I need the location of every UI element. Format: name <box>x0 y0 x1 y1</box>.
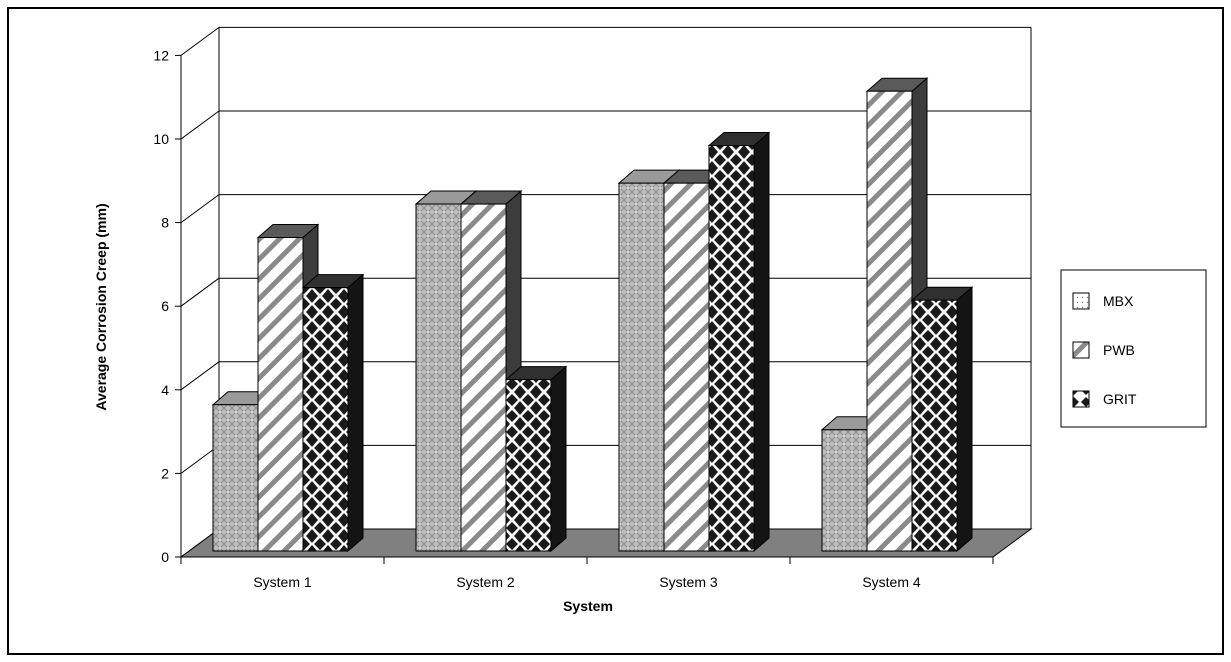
y-tick-label: 8 <box>161 215 169 231</box>
x-tick-label: System 3 <box>659 574 718 590</box>
x-tick-label: System 4 <box>862 574 921 590</box>
y-tick-label: 2 <box>161 465 169 481</box>
gridline-depth <box>180 361 220 391</box>
bar-side <box>753 131 770 553</box>
bar-face <box>460 203 507 552</box>
bar-face <box>257 237 304 552</box>
legend-swatch-grit <box>1072 390 1090 408</box>
bar-face <box>415 203 462 552</box>
legend-label-pwb: PWB <box>1103 342 1135 358</box>
gridline-depth <box>180 26 220 56</box>
y-tick-label: 12 <box>153 47 169 63</box>
y-tick-label: 0 <box>161 549 169 565</box>
bar-side <box>956 286 973 553</box>
gridline-depth <box>180 194 220 224</box>
bar-face <box>708 145 755 552</box>
bars-layer <box>211 77 974 553</box>
gridline-depth <box>180 110 220 140</box>
bar-grit <box>910 286 974 553</box>
bar-grit <box>707 131 771 553</box>
bar-face <box>302 287 349 552</box>
bar-side <box>347 273 364 553</box>
y-axis-title: Average Corrosion Creep (mm) <box>93 203 109 410</box>
bar-face <box>663 182 710 552</box>
legend-label-mbx: MBX <box>1103 293 1134 309</box>
bar-face <box>866 90 913 552</box>
x-tick-label: System 2 <box>456 574 515 590</box>
bar-face <box>821 429 868 552</box>
axes-layer <box>175 54 994 564</box>
bar-grit <box>301 273 365 553</box>
y-tick-label: 10 <box>153 131 169 147</box>
bar-grit <box>504 365 568 553</box>
bar-face <box>911 299 958 552</box>
y-tick-label: 4 <box>161 382 169 398</box>
bar-face <box>618 182 665 552</box>
bar-face <box>505 379 552 552</box>
y-tick-label: 6 <box>161 298 169 314</box>
bar-side <box>550 365 567 553</box>
bar-face <box>212 404 259 552</box>
x-tick-label: System 1 <box>253 574 312 590</box>
legend: MBX PWB GRIT <box>1060 269 1207 428</box>
legend-label-grit: GRIT <box>1103 391 1137 407</box>
legend-swatch-mbx <box>1072 292 1090 310</box>
gridline-depth <box>180 277 220 307</box>
legend-swatch-pwb <box>1072 341 1090 359</box>
labels-layer: 0 2 4 6 8 10 12 System 1 System 2 System 3 System … <box>153 47 920 590</box>
x-axis-title: System <box>563 598 613 614</box>
